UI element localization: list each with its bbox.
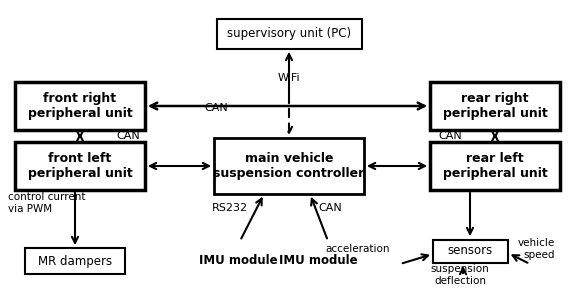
Text: front left
peripheral unit: front left peripheral unit: [28, 152, 133, 180]
Text: CAN: CAN: [318, 203, 342, 213]
Text: suspension
deflection: suspension deflection: [431, 264, 489, 286]
Text: CAN: CAN: [116, 131, 140, 141]
Text: main vehicle
suspension controller: main vehicle suspension controller: [214, 152, 365, 180]
Text: front right
peripheral unit: front right peripheral unit: [28, 92, 133, 120]
Bar: [25, 248, 125, 274]
Text: IMU module: IMU module: [199, 253, 277, 267]
Bar: [15, 82, 145, 130]
Text: RS232: RS232: [212, 203, 248, 213]
Text: CAN: CAN: [204, 103, 228, 113]
Text: rear right
peripheral unit: rear right peripheral unit: [442, 92, 547, 120]
Text: IMU module: IMU module: [278, 253, 357, 267]
Text: WiFi: WiFi: [278, 73, 301, 83]
Bar: [214, 138, 364, 194]
Bar: [217, 19, 361, 49]
Text: vehicle
speed: vehicle speed: [518, 238, 555, 260]
Text: CAN: CAN: [438, 131, 462, 141]
Text: acceleration: acceleration: [325, 244, 390, 254]
Text: sensors: sensors: [448, 244, 493, 258]
Text: control current
via PWM: control current via PWM: [8, 192, 86, 214]
Text: MR dampers: MR dampers: [38, 255, 112, 267]
Bar: [15, 142, 145, 190]
Text: rear left
peripheral unit: rear left peripheral unit: [442, 152, 547, 180]
Bar: [430, 82, 560, 130]
Text: supervisory unit (PC): supervisory unit (PC): [227, 28, 351, 40]
Bar: [430, 142, 560, 190]
Bar: [433, 240, 508, 263]
